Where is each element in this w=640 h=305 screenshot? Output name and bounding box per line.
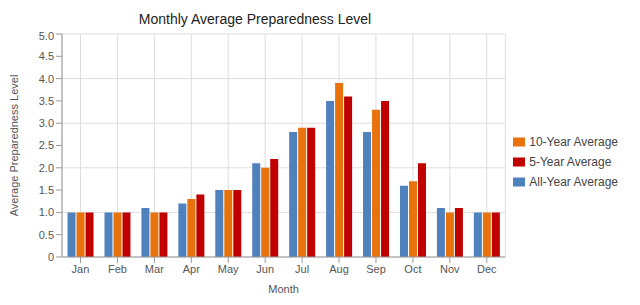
svg-text:Jan: Jan [72, 263, 90, 275]
html-text:Monthly Average Preparedness L: Monthly Average Preparedness Level [138, 11, 372, 27]
svg-text:Sep: Sep [366, 263, 386, 275]
svg-text:4.5: 4.5 [39, 50, 54, 62]
svg-text:Mar: Mar [145, 263, 164, 275]
svg-text:Feb: Feb [108, 263, 127, 275]
svg-text:1.5: 1.5 [39, 184, 54, 196]
svg-text:Month: Month [268, 283, 299, 293]
svg-text:Average Preparedness Level: Average Preparedness Level [8, 75, 20, 217]
svg-text:5.0: 5.0 [39, 30, 54, 42]
svg-text:2.5: 2.5 [39, 139, 54, 151]
svg-text:2.0: 2.0 [39, 162, 54, 174]
svg-text:4.0: 4.0 [39, 73, 54, 85]
svg-text:0.5: 0.5 [39, 229, 54, 241]
svg-text:Dec: Dec [477, 263, 497, 275]
svg-text:Apr: Apr [183, 263, 200, 275]
svg-text:3.5: 3.5 [39, 95, 54, 107]
svg-text:Aug: Aug [329, 263, 349, 275]
svg-text:Oct: Oct [404, 263, 421, 275]
html-text:All-Year Average: All-Year Average [529, 174, 618, 189]
svg-text:Jun: Jun [256, 263, 274, 275]
html-text:10-Year Average: 10-Year Average [529, 134, 618, 149]
svg-text:1.0: 1.0 [39, 206, 54, 218]
svg-text:Nov: Nov [440, 263, 460, 275]
svg-text:0: 0 [48, 251, 54, 263]
html-text:5-Year Average: 5-Year Average [529, 154, 612, 169]
svg-text:May: May [218, 263, 239, 275]
svg-text:Jul: Jul [295, 263, 309, 275]
svg-text:3.0: 3.0 [39, 117, 54, 129]
